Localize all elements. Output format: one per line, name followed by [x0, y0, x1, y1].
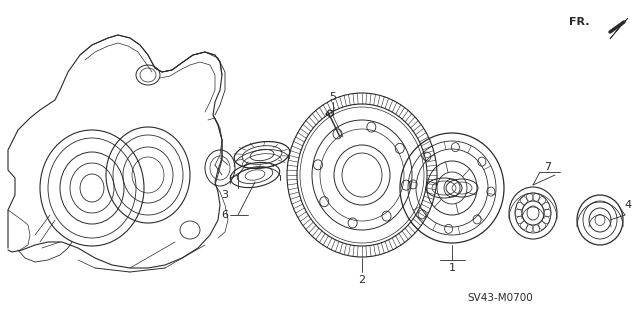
Text: SV43-M0700: SV43-M0700	[467, 293, 533, 303]
Text: 2: 2	[358, 275, 365, 285]
Text: 1: 1	[449, 263, 456, 273]
Text: 3: 3	[221, 190, 228, 200]
Text: 6: 6	[221, 210, 228, 220]
Polygon shape	[610, 18, 628, 39]
Text: 5: 5	[330, 92, 337, 102]
Text: 7: 7	[545, 162, 552, 172]
Text: 4: 4	[625, 200, 632, 210]
Text: FR.: FR.	[570, 17, 590, 27]
